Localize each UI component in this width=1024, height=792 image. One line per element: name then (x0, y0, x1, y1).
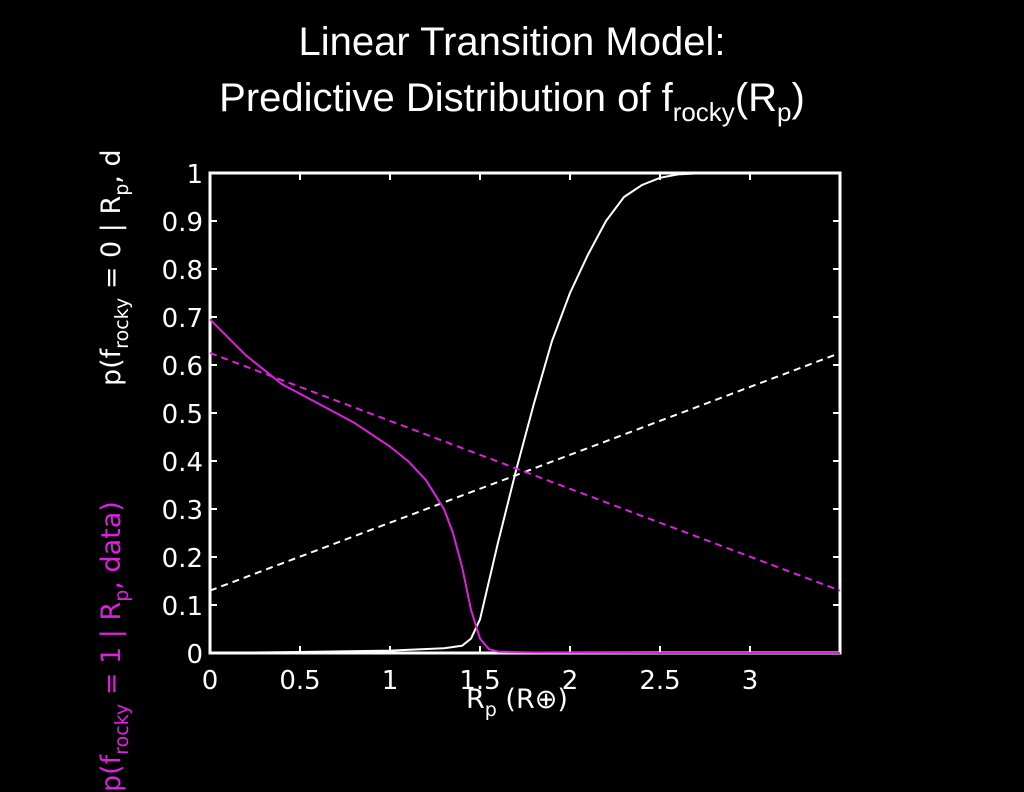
y-tick-label: 0.6 (162, 352, 203, 382)
ylabel-magenta-mid: = 1 | R (96, 601, 127, 704)
series-magenta-solid (209, 318, 840, 654)
y-axis-label-white: p(frocky = 0 | Rp, d (96, 149, 133, 386)
x-tick-label: 2.5 (639, 666, 680, 696)
title-suffix: ) (791, 76, 805, 120)
title-prefix: Predictive Distribution of f (219, 76, 673, 120)
y-tick-label: 0.1 (162, 592, 203, 622)
y-tick-label: 0.5 (162, 400, 203, 430)
y-tick-label: 0.9 (162, 208, 203, 238)
title-sub-p: p (777, 97, 792, 127)
title-line-2: Predictive Distribution of frocky(Rp) (0, 70, 1024, 126)
x-tick-label: 3 (742, 666, 759, 696)
ylabel-magenta-sub1: rocky (111, 703, 133, 755)
x-tick-label: 0.5 (279, 666, 320, 696)
ylabel-white-sub2: p (111, 183, 133, 196)
ylabel-white-sub1: rocky (111, 297, 133, 349)
y-tick-label: 0.8 (162, 256, 203, 286)
ylabel-white-prefix: p(f (96, 348, 127, 386)
x-tick-label: 1.5 (459, 666, 500, 696)
xlabel-suffix: (R (496, 684, 535, 715)
title-mid: (R (734, 76, 778, 120)
xlabel-sub: p (484, 699, 497, 721)
x-tick-label: 1 (382, 666, 399, 696)
plot-area: 0 0.5 1 1.5 2 2.5 3 0 0.1 0.2 0.3 0.4 0.5 0.6 0.7 0.8 0.… (162, 160, 842, 696)
x-tick-label: 2 (562, 666, 579, 696)
x-tick-label: 0 (202, 666, 219, 696)
ylabel-magenta-suffix: , data) (96, 501, 127, 590)
xlabel-close: ) (557, 684, 568, 715)
y-tick-label: 0.4 (162, 448, 203, 478)
xlabel-prefix: R (466, 684, 485, 715)
axes-frame (208, 171, 842, 655)
y-tick-label: 1 (186, 160, 203, 190)
y-tick-label: 0 (186, 640, 203, 670)
ylabel-magenta-prefix: p(f (96, 754, 127, 792)
y-tick-label: 0.7 (162, 304, 203, 334)
y-tick-label: 0.2 (162, 544, 203, 574)
title-line-1: Linear Transition Model: (298, 20, 726, 64)
series-magenta-dashed (209, 352, 841, 592)
ylabel-magenta-sub2: p (111, 589, 133, 602)
chart-title: Linear Transition Model: Predictive Dist… (0, 14, 1024, 126)
chart-canvas: 0 0.5 1 1.5 2 2.5 3 0 0.1 0.2 0.3 0.4 0.5 0.6 0.7 0.8 0.… (162, 160, 842, 696)
title-sub-rocky: rocky (672, 97, 735, 127)
ylabel-white-suffix: , d (96, 149, 127, 184)
x-axis-label: Rp (R⊕) (466, 684, 568, 720)
ylabel-white-mid: = 0 | R (96, 195, 127, 298)
y-tick-label: 0.3 (162, 496, 203, 526)
earth-symbol-icon: ⊕ (534, 684, 558, 715)
series-white-solid (209, 172, 840, 654)
y-axis-label-magenta: p(frocky = 1 | Rp, data) (96, 501, 133, 792)
